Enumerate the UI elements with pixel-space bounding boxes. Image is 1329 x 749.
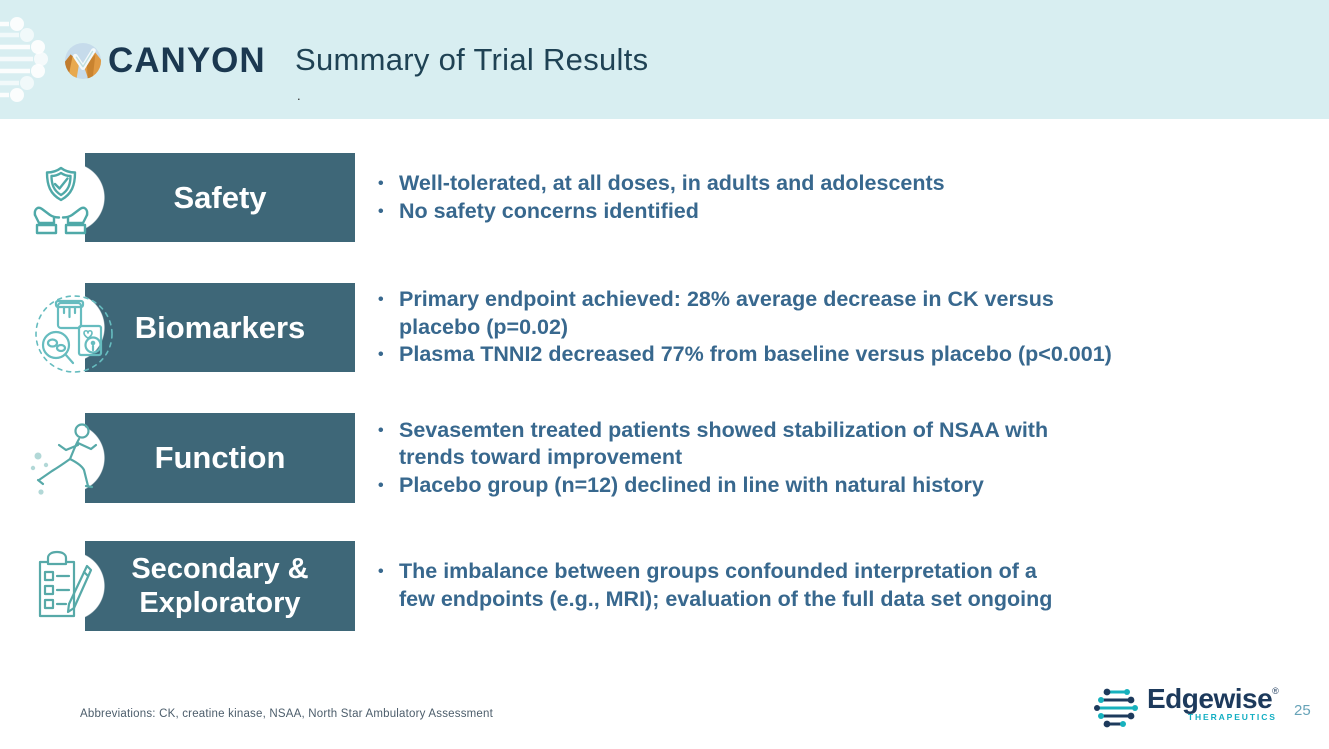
bullet-line: few endpoints (e.g., MRI); evaluation of… xyxy=(399,587,1053,611)
page-title: Summary of Trial Results xyxy=(295,42,649,77)
clipboard-checklist-pencil-icon xyxy=(38,550,93,618)
stray-period: . xyxy=(297,88,301,103)
edgewise-logo-icon xyxy=(1094,688,1138,728)
abbreviations-footnote: Abbreviations: CK, creatine kinase, NSAA… xyxy=(80,708,494,720)
category-label: Safety xyxy=(173,179,267,215)
bullet-dot: • xyxy=(378,346,384,364)
edgewise-text-block: Edgewise ® THERAPEUTICS xyxy=(1147,684,1279,732)
bullet-dot: • xyxy=(378,476,384,494)
molecule-decoration xyxy=(0,17,48,102)
bullet-item: • Sevasemten treated patients showed sta… xyxy=(372,417,1202,472)
bullet-line: Sevasemten treated patients showed stabi… xyxy=(399,417,1049,442)
safety-bullets: • Well-tolerated, at all doses, in adult… xyxy=(372,153,1202,242)
bullet-item: • No safety concerns identified xyxy=(372,198,1202,226)
edgewise-therapeutics-label: THERAPEUTICS xyxy=(1187,712,1277,722)
category-label: Secondary & Exploratory xyxy=(131,552,309,619)
category-box-function: Function xyxy=(85,413,355,503)
edgewise-logo: Edgewise ® THERAPEUTICS xyxy=(1093,684,1279,732)
bullet-item: • Primary endpoint achieved: 28% average… xyxy=(372,286,1202,341)
category-label: Function xyxy=(154,440,286,475)
category-label: Biomarkers xyxy=(134,309,306,345)
header-band: CANYON Summary of Trial Results xyxy=(0,0,1329,119)
edgewise-wordmark: Edgewise xyxy=(1147,683,1273,714)
biomarkers-bullets: • Primary endpoint achieved: 28% average… xyxy=(372,279,1202,376)
lab-sample-analysis-icon xyxy=(35,295,113,373)
canyon-logo-icon xyxy=(64,42,102,80)
category-box-safety: Safety xyxy=(85,153,355,242)
bullet-item: • Plasma TNNI2 decreased 77% from baseli… xyxy=(372,341,1202,369)
bullet-line: Primary endpoint achieved: 28% average d… xyxy=(399,287,1054,312)
canyon-wordmark: CANYON xyxy=(108,41,266,80)
hands-holding-shield-check-icon xyxy=(33,166,89,235)
bullet-line: No safety concerns identified xyxy=(399,198,699,223)
bullet-dot: • xyxy=(378,291,384,309)
secondary-bullets: • The imbalance between groups confounde… xyxy=(372,541,1202,631)
category-box-secondary-exploratory: Secondary & Exploratory xyxy=(85,541,355,631)
bullet-line: The imbalance between groups confounded … xyxy=(399,559,1037,584)
bullet-line: Well-tolerated, at all doses, in adults … xyxy=(399,170,945,195)
bullet-item: • Well-tolerated, at all doses, in adult… xyxy=(372,170,1202,198)
registered-trademark: ® xyxy=(1272,686,1279,696)
bullet-dot: • xyxy=(378,202,384,220)
running-person-icon xyxy=(30,423,98,495)
bullet-line: Plasma TNNI2 decreased 77% from baseline… xyxy=(399,342,1112,367)
category-box-biomarkers: Biomarkers xyxy=(85,283,355,372)
bullet-dot: • xyxy=(378,563,384,581)
bullet-item: • The imbalance between groups confounde… xyxy=(372,558,1202,613)
function-bullets: • Sevasemten treated patients showed sta… xyxy=(372,409,1202,507)
bullet-line: trends toward improvement xyxy=(399,445,683,470)
bullet-line: Placebo group (n=12) declined in line wi… xyxy=(399,472,984,497)
bullet-dot: • xyxy=(378,421,384,439)
bullet-dot: • xyxy=(378,174,384,192)
bullet-item: • Placebo group (n=12) declined in line … xyxy=(372,472,1202,500)
page-number: 25 xyxy=(1294,702,1311,719)
bullet-line: placebo (p=0.02) xyxy=(399,314,569,339)
canyon-logo: CANYON xyxy=(64,41,266,81)
